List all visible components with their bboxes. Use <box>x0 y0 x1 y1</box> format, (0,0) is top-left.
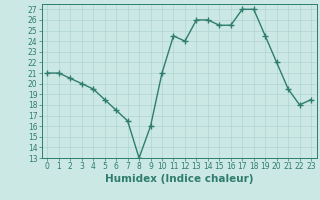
X-axis label: Humidex (Indice chaleur): Humidex (Indice chaleur) <box>105 174 253 184</box>
